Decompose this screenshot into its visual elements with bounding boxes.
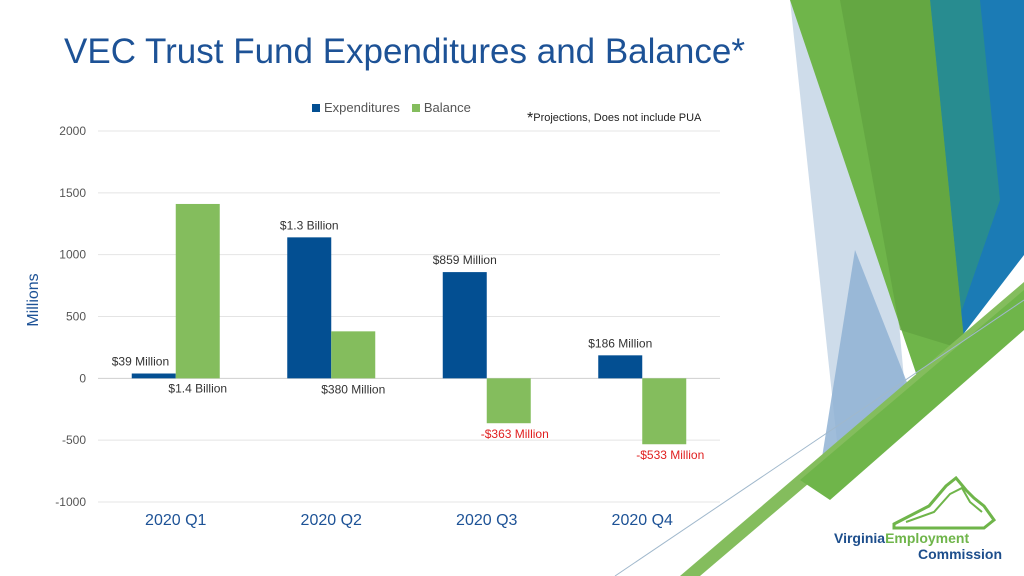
decor-green-panel-dark (840, 0, 965, 350)
y-tick-label: 1500 (59, 186, 86, 200)
chart-legend: Expenditures Balance (312, 100, 471, 115)
y-tick-label: -1000 (55, 495, 86, 509)
x-category-label: 2020 Q2 (301, 512, 362, 529)
data-label-balance: -$533 Million (636, 448, 704, 462)
y-tick-label: 0 (79, 371, 86, 385)
bar-expenditures (598, 355, 643, 379)
y-tick-label: 500 (66, 310, 86, 324)
data-label-balance: $380 Million (321, 382, 385, 396)
x-category-label: 2020 Q4 (612, 512, 673, 529)
virginia-map-icon (892, 476, 997, 530)
legend-item-balance: Balance (411, 100, 471, 115)
y-tick-label: 1000 (59, 248, 86, 262)
slide-title: VEC Trust Fund Expenditures and Balance* (64, 32, 745, 71)
y-tick-label: 2000 (59, 124, 86, 138)
data-label-expenditures: $1.3 Billion (280, 218, 339, 232)
footnote-text: Projections, Does not include PUA (533, 112, 702, 124)
decor-blue-mid-triangle (820, 250, 910, 470)
data-label-expenditures: $186 Million (588, 336, 652, 350)
logo-word-virginia: Virginia (834, 530, 886, 546)
logo-word-employment: Employment (885, 530, 970, 546)
x-category-label: 2020 Q3 (456, 512, 517, 529)
y-tick-label: -500 (62, 433, 86, 447)
legend-label-balance: Balance (423, 100, 471, 115)
bar-balance (331, 331, 376, 379)
bar-expenditures (287, 237, 332, 379)
logo-wordmark-line1: VirginiaEmployment (834, 530, 969, 546)
legend-item-expenditures: Expenditures (312, 100, 400, 115)
decor-teal-panel (920, 0, 1000, 330)
x-category-label: 2020 Q1 (145, 512, 206, 529)
footnote-asterisk: * (527, 110, 534, 127)
bar-balance (642, 378, 687, 445)
decor-green-bottom-stripe (680, 282, 1024, 576)
logo-word-commission: Commission (918, 546, 1003, 562)
decor-thin-line (614, 299, 1024, 576)
bar-balance (486, 378, 531, 424)
legend-swatch-balance (411, 103, 420, 112)
bar-expenditures (442, 272, 487, 379)
bar-balance (175, 203, 220, 379)
data-label-balance: -$363 Million (481, 427, 549, 441)
data-label-expenditures: $859 Million (433, 253, 497, 267)
data-label-balance: $1.4 Billion (168, 381, 227, 395)
vec-logo: VirginiaEmployment Commission (834, 476, 1006, 566)
bar-expenditures (131, 373, 176, 379)
legend-swatch-expenditures (312, 103, 320, 112)
legend-label-expenditures: Expenditures (324, 100, 400, 115)
decor-green-bottom-wedge (800, 290, 1024, 500)
data-label-expenditures: $39 Million (112, 355, 169, 369)
chart-footnote: *Projections, Does not include PUA (527, 110, 701, 128)
